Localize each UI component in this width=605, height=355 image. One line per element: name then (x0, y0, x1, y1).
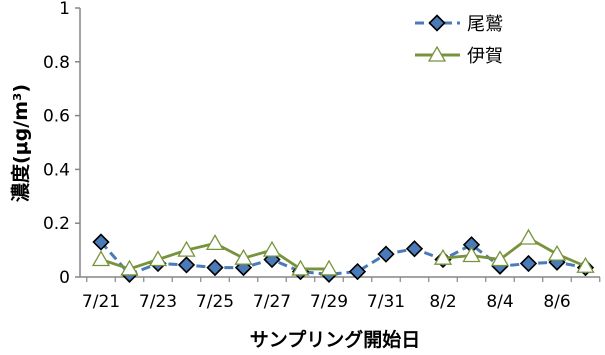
data-point-point (519, 228, 538, 245)
axes (75, 7, 601, 282)
legend-label: 尾鷲 (467, 14, 503, 35)
data-point-point (519, 254, 538, 273)
series-line (99, 241, 586, 276)
data-point-legend (428, 14, 446, 32)
data-point-point (92, 233, 110, 251)
x-tick-label: 7/25 (196, 292, 234, 312)
data-point-point (348, 262, 367, 281)
data-point-point (319, 259, 339, 276)
data-point-point (148, 250, 168, 267)
legend-item: 尾鷲 (415, 14, 503, 35)
data-point-point (462, 246, 481, 263)
data-point-point (490, 250, 510, 267)
x-tick-label: 7/21 (82, 292, 120, 312)
data-point-point (576, 256, 595, 273)
y-axis-title: 濃度(μg/m³) (9, 84, 32, 202)
x-tick-label: 7/27 (253, 292, 291, 312)
data-point-point (263, 250, 281, 269)
series-layer (91, 228, 595, 283)
legend-item: 伊賀 (415, 45, 503, 67)
data-point-point (234, 248, 253, 265)
data-point-point (377, 245, 395, 263)
y-tick-label: 1 (59, 0, 70, 19)
x-tick-label: 7/31 (367, 292, 405, 312)
data-point-point (177, 256, 196, 274)
x-tick-label: 7/29 (310, 292, 348, 312)
y-tick-label: 0.6 (43, 107, 70, 127)
y-tick-label: 0 (59, 268, 70, 288)
x-tick-label: 8/2 (429, 292, 456, 312)
y-tick-label: 0.2 (43, 214, 70, 234)
x-tick-label: 7/23 (139, 292, 177, 312)
x-tick-label: 8/6 (543, 292, 570, 312)
data-point-point (291, 259, 310, 276)
x-tick-label: 8/4 (486, 292, 513, 312)
y-tick-label: 0.8 (43, 53, 70, 73)
data-point-point (177, 240, 196, 257)
data-point-point (205, 234, 225, 251)
data-point-point (405, 240, 424, 258)
series-2 (91, 228, 595, 276)
x-tick-labels: 7/21 7/23 7/25 7/27 7/29 7/31 8/2 8/4 8/6 (82, 292, 571, 312)
data-point-point (547, 244, 567, 261)
series-1 (92, 233, 595, 283)
data-point-point (206, 258, 224, 277)
data-point-point (433, 248, 453, 265)
x-axis-title: サンプリング開始日 (250, 328, 420, 351)
y-tick-label: 0.4 (43, 160, 70, 180)
legend-label: 伊賀 (467, 46, 503, 67)
data-point-point (120, 259, 139, 276)
y-tick-labels: 0 0.2 0.4 0.6 0.8 1 (43, 0, 70, 288)
data-point-point (262, 240, 282, 257)
data-point-legend (427, 45, 447, 62)
data-point-point (91, 250, 111, 267)
